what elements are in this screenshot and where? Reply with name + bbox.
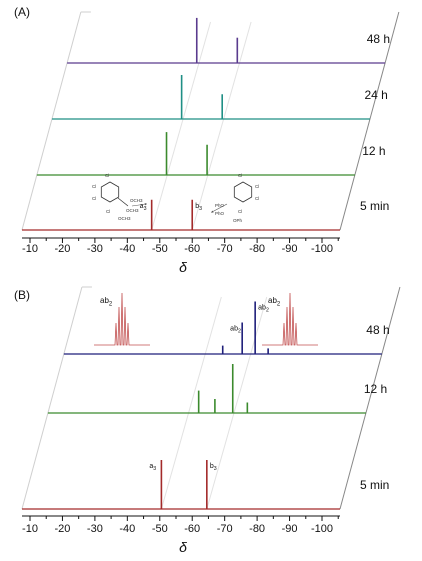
series-label: 12 h <box>364 382 387 396</box>
frame-right-edge <box>339 286 401 510</box>
x-tick-label: -20 <box>54 243 70 255</box>
guide-line <box>206 296 268 510</box>
x-axis-title: δ <box>179 539 187 555</box>
substituent-label: Cl <box>106 209 110 214</box>
substituent-label: OPh <box>233 218 243 223</box>
substituent-label: OCH3 <box>130 198 143 203</box>
guide-line <box>151 21 212 231</box>
substituent-label: OCH3 <box>126 208 139 213</box>
x-tick-label: -40 <box>119 243 135 255</box>
inset-multiplet-ab2 <box>262 292 318 346</box>
panel-label: (A) <box>14 5 30 19</box>
substituent-label: Cl <box>238 173 242 178</box>
inset-label: ab2 <box>268 296 281 307</box>
x-tick-label: -50 <box>152 243 168 255</box>
frame-left-edge <box>21 11 82 231</box>
inset-label: ab2 <box>100 296 113 307</box>
arrow <box>210 203 228 213</box>
x-tick-label: -100 <box>311 243 333 255</box>
x-tick-label: -20 <box>54 523 70 535</box>
substituent-label: Cl <box>255 184 259 189</box>
x-tick-label: -30 <box>87 243 103 255</box>
x-tick-label: -60 <box>184 523 200 535</box>
x-tick-label: -70 <box>217 523 233 535</box>
frame-right-edge <box>339 11 400 231</box>
benzene-ring-left <box>100 181 120 203</box>
x-tick-label: -90 <box>282 243 298 255</box>
series-label: 5 min <box>360 199 389 213</box>
x-tick-label: -40 <box>119 523 135 535</box>
x-tick-label: -10 <box>22 243 38 255</box>
peak-label: a3 <box>140 203 147 212</box>
x-tick-label: -80 <box>249 243 265 255</box>
benzene-ring-right <box>233 181 253 203</box>
substituent-label: PhO <box>215 211 225 216</box>
substituent-label: Cl <box>238 209 242 214</box>
x-tick-label: -100 <box>311 523 333 535</box>
series-label: 5 min <box>360 478 389 492</box>
substituent-label: Cl <box>105 173 109 178</box>
panel-a: (A) a3 b3 5 min 12 h 24 h 48 h -10 -20 -30 -40 -50 -… <box>14 5 400 275</box>
series-label: 48 h <box>367 32 390 46</box>
x-tick-label: -60 <box>184 243 200 255</box>
peak-label: ab2 <box>258 305 269 314</box>
x-tick-label: -70 <box>217 243 233 255</box>
substituent-label: Cl <box>92 196 96 201</box>
series-label: 48 h <box>366 323 389 337</box>
series-label: 24 h <box>364 88 387 102</box>
substituent-label: Cl <box>255 196 259 201</box>
arrow <box>131 202 148 207</box>
x-tick-label: -10 <box>22 523 38 535</box>
peak-label: b3 <box>210 463 217 472</box>
guide-line <box>160 296 222 510</box>
inset-multiplet-a2b <box>94 292 150 346</box>
panel-label: (B) <box>14 288 30 302</box>
substituent-label: OCH3 <box>118 216 131 221</box>
peak-label: ab2 <box>230 326 241 335</box>
peak-label: a3 <box>149 463 156 472</box>
x-tick-label: -30 <box>87 523 103 535</box>
x-axis-title: δ <box>179 259 187 275</box>
bond <box>117 197 129 207</box>
x-tick-label: -90 <box>282 523 298 535</box>
peak-label: b3 <box>195 203 202 212</box>
series-label: 12 h <box>362 144 385 158</box>
substituent-label: PhO <box>215 203 225 208</box>
x-tick-label: -50 <box>152 523 168 535</box>
substituent-label: Cl <box>92 184 96 189</box>
x-tick-label: -80 <box>249 523 265 535</box>
guide-line <box>191 21 252 231</box>
frame-left-edge <box>21 286 83 510</box>
